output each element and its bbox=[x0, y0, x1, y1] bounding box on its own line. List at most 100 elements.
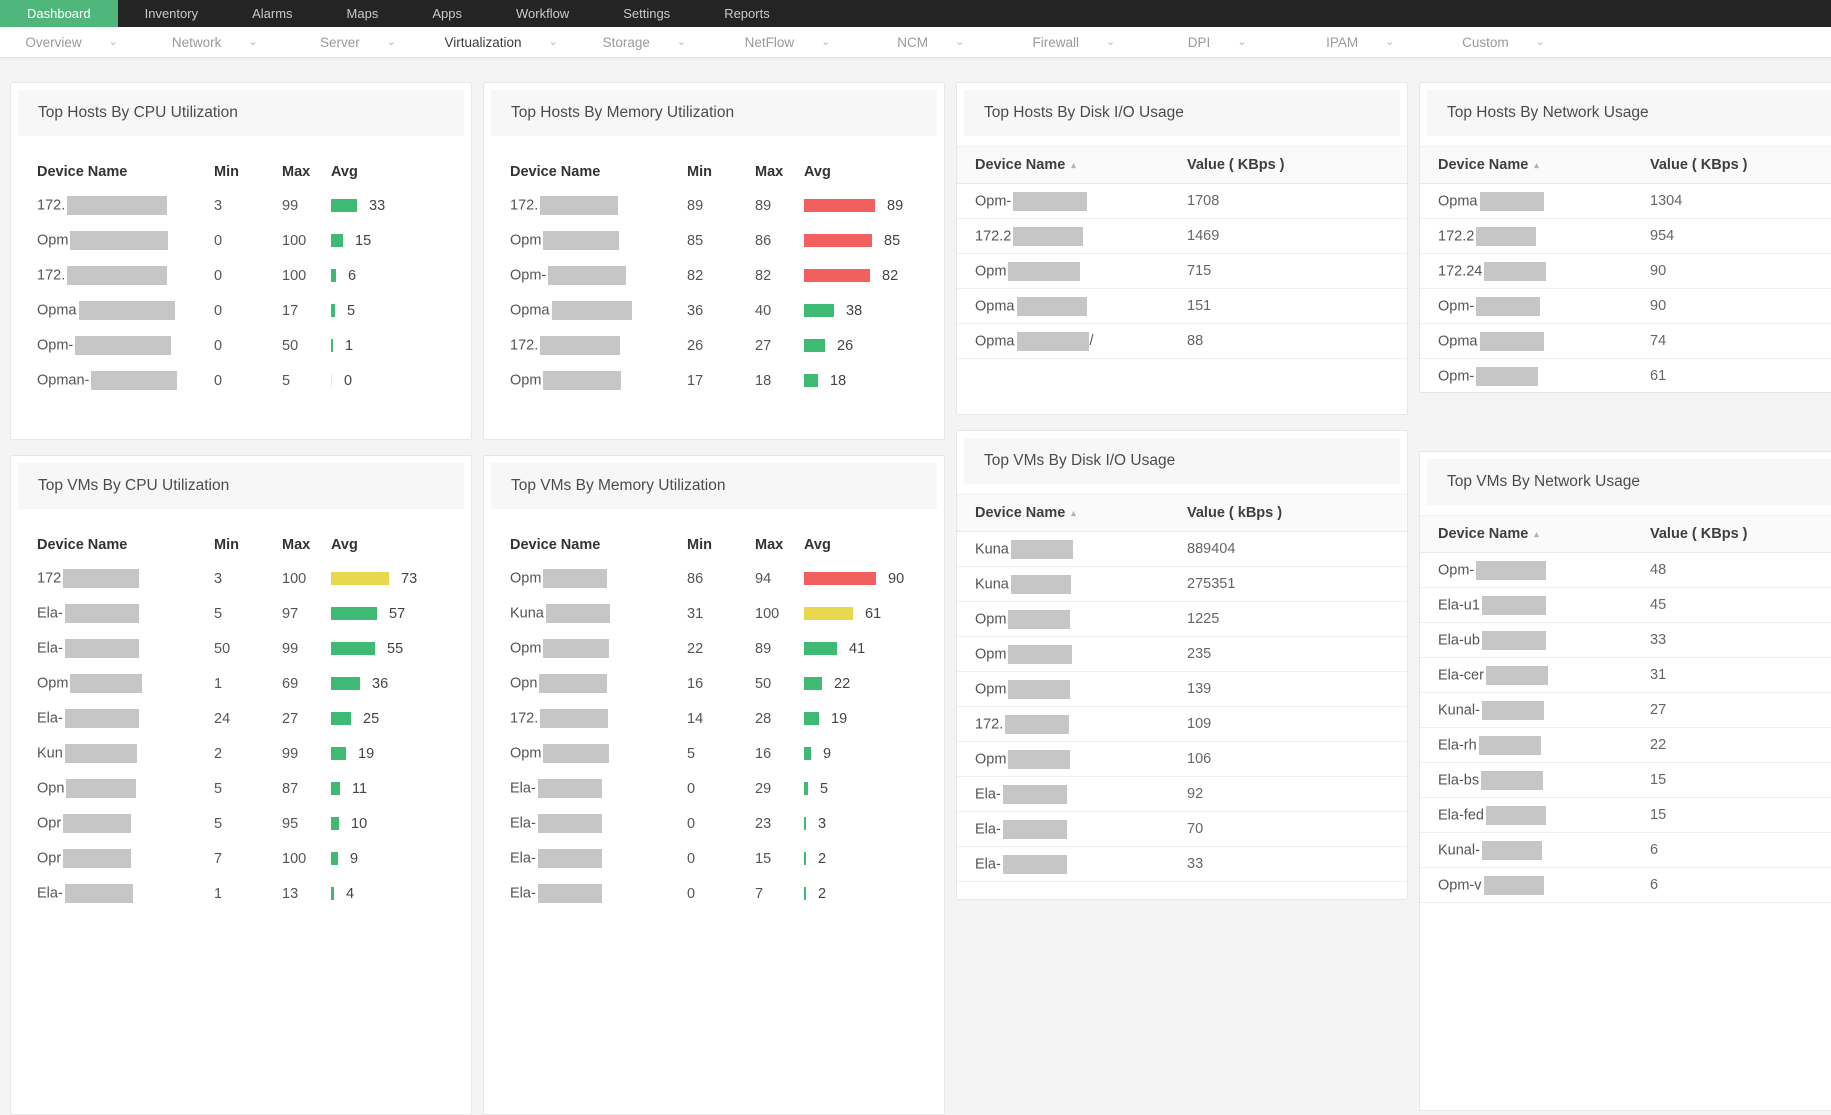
table-row[interactable]: Ela-ub 33 bbox=[1420, 623, 1831, 658]
table-row[interactable]: Opm-v 6 bbox=[1420, 868, 1831, 903]
table-row[interactable]: Opm 85 86 85 bbox=[484, 223, 944, 258]
table-row[interactable]: Opm 235 bbox=[957, 637, 1407, 672]
table-row[interactable]: Opm- 61 bbox=[1420, 359, 1831, 392]
table-row[interactable]: Opma 36 40 38 bbox=[484, 293, 944, 328]
table-row[interactable]: Kun 2 99 19 bbox=[11, 736, 471, 771]
table-row[interactable]: Opn 16 50 22 bbox=[484, 666, 944, 701]
table-row[interactable]: Ela- 0 15 2 bbox=[484, 841, 944, 876]
table-row[interactable]: Opm- 90 bbox=[1420, 289, 1831, 324]
subnav-tab-dpi[interactable]: DPI ⌄ bbox=[1146, 27, 1289, 57]
table-row[interactable]: Ela-fed 15 bbox=[1420, 798, 1831, 833]
table-row[interactable]: Opma 1304 bbox=[1420, 184, 1831, 219]
table-row[interactable]: Opn 5 87 11 bbox=[11, 771, 471, 806]
nav-tab-inventory[interactable]: Inventory bbox=[144, 6, 199, 21]
device-name-cell: 172.2 bbox=[1438, 226, 1650, 246]
table-row[interactable]: Opm 86 94 90 bbox=[484, 561, 944, 596]
table-row[interactable]: Opm 22 89 41 bbox=[484, 631, 944, 666]
table-row[interactable]: Kunal- 6 bbox=[1420, 833, 1831, 868]
table-row[interactable]: Ela- 0 7 2 bbox=[484, 876, 944, 911]
table-row[interactable]: Opr 7 100 9 bbox=[11, 841, 471, 876]
table-row[interactable]: Ela-cer 31 bbox=[1420, 658, 1831, 693]
table-row[interactable]: Kuna 275351 bbox=[957, 567, 1407, 602]
table-row[interactable]: Opm 17 18 18 bbox=[484, 363, 944, 398]
table-row[interactable]: Ela- 0 23 3 bbox=[484, 806, 944, 841]
max-value: 97 bbox=[282, 605, 299, 622]
table-row[interactable]: Opm- 0 50 1 bbox=[11, 328, 471, 363]
nav-tab-alarms[interactable]: Alarms bbox=[252, 6, 293, 21]
table-row[interactable]: Ela- 5 97 57 bbox=[11, 596, 471, 631]
redacted-device-name bbox=[543, 371, 622, 390]
table-row[interactable]: 172. 3 99 33 bbox=[11, 188, 471, 223]
subnav-tab-firewall[interactable]: Firewall ⌄ bbox=[1002, 27, 1145, 57]
table-row[interactable]: Ela- 70 bbox=[957, 812, 1407, 847]
table-row[interactable]: 172.24 90 bbox=[1420, 254, 1831, 289]
subnav-tab-overview[interactable]: Overview ⌄ bbox=[0, 27, 143, 57]
table-row[interactable]: Ela- 92 bbox=[957, 777, 1407, 812]
nav-tab-dashboard[interactable]: Dashboard bbox=[0, 0, 118, 27]
table-row[interactable]: Ela- 33 bbox=[957, 847, 1407, 882]
table-row[interactable]: Opm 106 bbox=[957, 742, 1407, 777]
subnav-tab-server[interactable]: Server ⌄ bbox=[286, 27, 429, 57]
table-row[interactable]: Opma / 88 bbox=[957, 324, 1407, 359]
table-row[interactable]: 172. 26 27 26 bbox=[484, 328, 944, 363]
table-row[interactable]: Opm 1225 bbox=[957, 602, 1407, 637]
nav-tab-maps[interactable]: Maps bbox=[346, 6, 379, 21]
column-header-device-name[interactable]: Device Name ▴ bbox=[975, 505, 1187, 521]
nav-tab-reports[interactable]: Reports bbox=[724, 6, 770, 21]
device-name-text: Ela-rh bbox=[1438, 737, 1477, 753]
table-row[interactable]: Opm 139 bbox=[957, 672, 1407, 707]
nav-tab-workflow[interactable]: Workflow bbox=[515, 6, 570, 21]
table-row[interactable]: Opma 74 bbox=[1420, 324, 1831, 359]
table-row[interactable]: Kunal- 27 bbox=[1420, 693, 1831, 728]
table-row[interactable]: 172 3 100 73 bbox=[11, 561, 471, 596]
nav-tab-settings[interactable]: Settings bbox=[623, 6, 671, 21]
table-row[interactable]: Ela- 50 99 55 bbox=[11, 631, 471, 666]
table-row[interactable]: 172.2 954 bbox=[1420, 219, 1831, 254]
nav-tab-apps[interactable]: Apps bbox=[432, 6, 462, 21]
table-row[interactable]: Ela-rh 22 bbox=[1420, 728, 1831, 763]
column-header-value-kbps[interactable]: Value ( KBps ) bbox=[1187, 157, 1285, 173]
table-row[interactable]: Kuna 31 100 61 bbox=[484, 596, 944, 631]
table-row[interactable]: 172. 0 100 6 bbox=[11, 258, 471, 293]
table-row[interactable]: 172. 89 89 89 bbox=[484, 188, 944, 223]
column-header-value-kbps[interactable]: Value ( KBps ) bbox=[1650, 157, 1748, 173]
table-row[interactable]: Opm- 48 bbox=[1420, 553, 1831, 588]
table-row[interactable]: Opm 1 69 36 bbox=[11, 666, 471, 701]
subnav-tab-ipam[interactable]: IPAM ⌄ bbox=[1289, 27, 1432, 57]
column-headers: Device Name Min Max Avg bbox=[484, 156, 944, 188]
table-row[interactable]: 172. 109 bbox=[957, 707, 1407, 742]
table-row[interactable]: Kuna 889404 bbox=[957, 532, 1407, 567]
subnav-tab-virtualization[interactable]: Virtualization ⌄ bbox=[430, 27, 573, 57]
table-row[interactable]: Ela-bs 15 bbox=[1420, 763, 1831, 798]
table-row[interactable]: Opman- 0 5 0 bbox=[11, 363, 471, 398]
table-row[interactable]: Opm 5 16 9 bbox=[484, 736, 944, 771]
table-row[interactable]: 172.2 1469 bbox=[957, 219, 1407, 254]
device-name-cell: Ela- bbox=[37, 884, 214, 903]
table-row[interactable]: Ela- 1 13 4 bbox=[11, 876, 471, 911]
subnav-tab-netflow[interactable]: NetFlow ⌄ bbox=[716, 27, 859, 57]
subnav-tab-custom[interactable]: Custom ⌄ bbox=[1432, 27, 1575, 57]
table-row[interactable]: Ela- 24 27 25 bbox=[11, 701, 471, 736]
column-header-device-name[interactable]: Device Name ▴ bbox=[975, 157, 1187, 173]
table-row[interactable]: Opm 715 bbox=[957, 254, 1407, 289]
table-row[interactable]: Opr 5 95 10 bbox=[11, 806, 471, 841]
table-row[interactable]: Ela- 0 29 5 bbox=[484, 771, 944, 806]
table-row[interactable]: Ela-u1 45 bbox=[1420, 588, 1831, 623]
column-header-value-kbps[interactable]: Value ( KBps ) bbox=[1650, 526, 1748, 542]
subnav-tab-ncm[interactable]: NCM ⌄ bbox=[859, 27, 1002, 57]
table-row[interactable]: Opm 0 100 15 bbox=[11, 223, 471, 258]
device-name-cell: Ela-bs bbox=[1438, 770, 1650, 790]
redacted-device-name bbox=[1010, 574, 1071, 594]
subnav-tab-network[interactable]: Network ⌄ bbox=[143, 27, 286, 57]
column-header-label: Device Name bbox=[1438, 157, 1529, 173]
column-header-device-name[interactable]: Device Name ▴ bbox=[1438, 157, 1650, 173]
column-header-value-kbps[interactable]: Value ( kBps ) bbox=[1187, 505, 1283, 521]
table-row[interactable]: Opm- 82 82 82 bbox=[484, 258, 944, 293]
table-row[interactable]: Opma 0 17 5 bbox=[11, 293, 471, 328]
subnav-tab-storage[interactable]: Storage ⌄ bbox=[573, 27, 716, 57]
column-header-device-name[interactable]: Device Name ▴ bbox=[1438, 526, 1650, 542]
table-row[interactable]: Opma 151 bbox=[957, 289, 1407, 324]
table-row[interactable]: Opm- 1708 bbox=[957, 184, 1407, 219]
table-row[interactable]: 172. 14 28 19 bbox=[484, 701, 944, 736]
device-name-cell: Kunal- bbox=[1438, 840, 1650, 860]
